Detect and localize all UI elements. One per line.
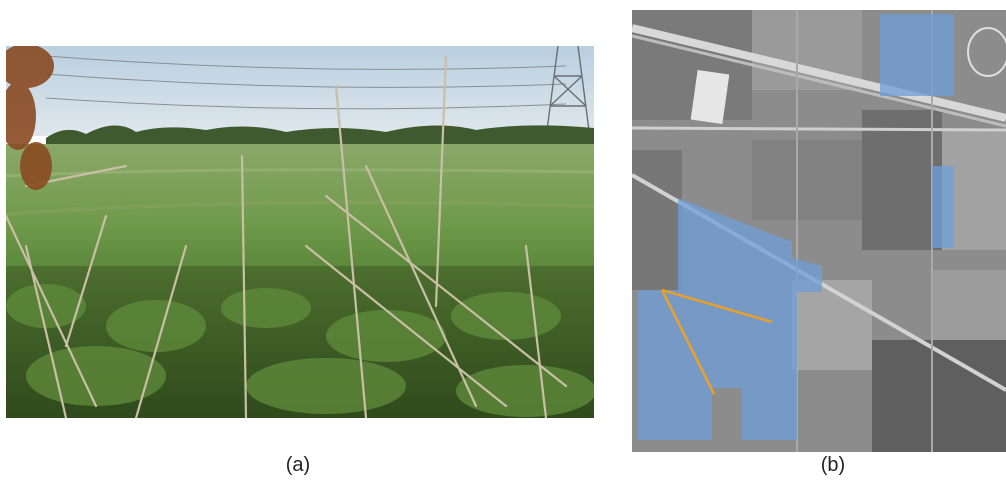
power-lines — [45, 55, 567, 110]
sky — [6, 46, 594, 136]
dry-stalks — [6, 54, 568, 418]
caption-a: (a) — [285, 454, 311, 476]
tree-line — [46, 125, 594, 148]
highlighted-parcels — [638, 14, 954, 440]
field-photo-illustration — [6, 46, 594, 418]
field-photo — [6, 46, 594, 418]
aerial-map — [632, 10, 1006, 452]
survey-path — [660, 288, 773, 395]
caption-b: (b) — [820, 454, 846, 476]
track-icon — [967, 27, 1006, 77]
aerial-map-illustration — [632, 10, 1006, 452]
building — [690, 70, 730, 124]
roads — [632, 10, 1006, 452]
autumn-leaves — [6, 46, 54, 190]
pylon-icon — [545, 46, 591, 139]
